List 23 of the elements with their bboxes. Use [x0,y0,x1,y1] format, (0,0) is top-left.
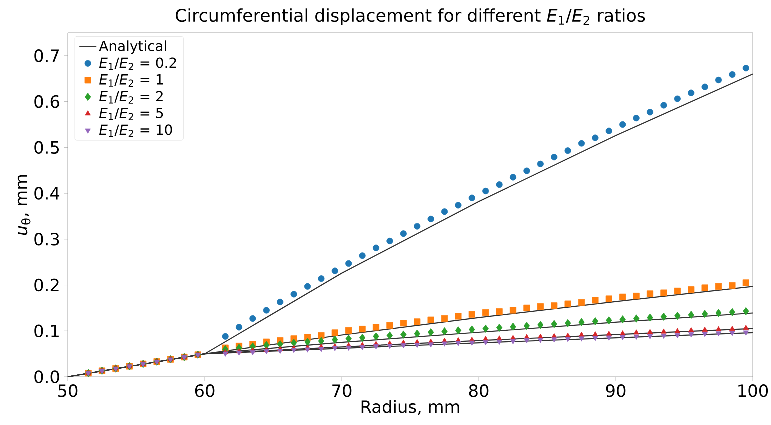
x-tick-label: 50 [58,384,78,398]
x-tick-label: 100 [738,384,768,398]
legend-label: E$_{1}$/E$_{2}$ = 0.2 [100,58,176,70]
chart-title: Circumferential displacement for different E$_{1}$/E$_{2}$ ratios [176,8,646,26]
legend-label: E$_{1}$/E$_{2}$ = 5 [100,108,164,120]
y-tick-label: 0.5 [34,141,59,154]
y-tick-label: 0.2 [34,278,59,292]
y-tick-label: 0.7 [34,50,60,62]
x-tick-label: 60 [195,384,215,398]
y-tick-label: 0.0 [34,370,60,384]
x-tick-label: 90 [606,384,626,398]
legend-label: Analytical [99,40,166,54]
y-tick-label: 0.3 [34,232,60,246]
y-tick-label: 0.6 [34,95,60,108]
x-tick-label: 80 [469,384,489,398]
y-tick-label: 0.4 [34,187,60,200]
y-tick-label: 0.1 [34,324,59,338]
x-axis-title: Radius, mm [362,400,460,416]
legend-label: E$_{1}$/E$_{2}$ = 1 [100,74,164,88]
legend-label: E$_{1}$/E$_{2}$ = 2 [100,91,163,104]
y-axis-title: u$_{θ}$, mm [18,175,31,236]
x-tick-label: 70 [332,384,352,398]
legend-label: E$_{1}$/E$_{2}$ = 10 [100,124,172,138]
